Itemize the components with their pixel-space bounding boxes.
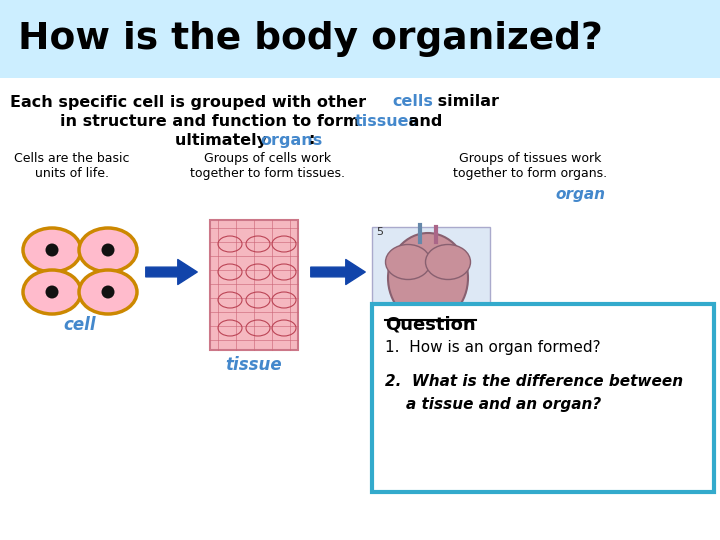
Text: 2.  What is the difference between: 2. What is the difference between [385, 374, 683, 389]
FancyBboxPatch shape [0, 0, 720, 78]
Ellipse shape [23, 228, 81, 272]
Text: Groups of tissues work
together to form organs.: Groups of tissues work together to form … [453, 152, 607, 180]
Text: organ: organ [555, 187, 605, 202]
Text: and: and [403, 113, 442, 129]
Ellipse shape [79, 228, 137, 272]
FancyArrowPatch shape [311, 260, 365, 285]
Text: How is the body organized?: How is the body organized? [18, 21, 603, 57]
Text: tissues: tissues [355, 113, 419, 129]
Ellipse shape [426, 245, 470, 280]
Ellipse shape [45, 286, 58, 299]
Ellipse shape [102, 244, 114, 256]
Text: similar: similar [432, 94, 499, 110]
Ellipse shape [45, 244, 58, 256]
FancyArrowPatch shape [145, 260, 197, 285]
Text: 5: 5 [376, 227, 383, 237]
Text: cell: cell [63, 316, 96, 334]
Text: Cells are the basic
units of life.: Cells are the basic units of life. [14, 152, 130, 180]
Text: ultimately: ultimately [175, 132, 273, 147]
Ellipse shape [385, 245, 431, 280]
Ellipse shape [23, 270, 81, 314]
FancyBboxPatch shape [372, 227, 490, 342]
Text: 1.  How is an organ formed?: 1. How is an organ formed? [385, 340, 600, 355]
Text: Each specific cell is grouped with other: Each specific cell is grouped with other [10, 94, 372, 110]
Ellipse shape [79, 270, 137, 314]
Text: :: : [308, 132, 315, 147]
Text: tissue: tissue [225, 356, 282, 374]
Text: in structure and function to form: in structure and function to form [60, 113, 365, 129]
Text: organs: organs [260, 132, 323, 147]
Ellipse shape [388, 233, 468, 323]
FancyBboxPatch shape [372, 304, 714, 492]
Text: Question: Question [385, 316, 476, 334]
FancyBboxPatch shape [210, 220, 298, 350]
Text: a tissue and an organ?: a tissue and an organ? [385, 397, 601, 412]
Text: cells: cells [392, 94, 433, 110]
Ellipse shape [102, 286, 114, 299]
Text: Groups of cells work
together to form tissues.: Groups of cells work together to form ti… [191, 152, 346, 180]
